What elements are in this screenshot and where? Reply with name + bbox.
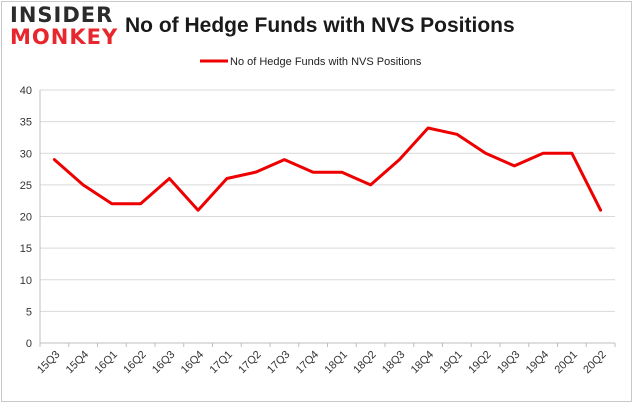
y-tick-label: 10 xyxy=(20,275,32,287)
series-group xyxy=(52,126,603,212)
x-tick-label: 15Q4 xyxy=(64,349,92,377)
x-axis-ticks: 15Q3 15Q4 16Q1 16Q2 16Q3 16Q4 17Q1 17Q2 17Q3 17Q4… xyxy=(35,343,616,377)
y-tick-label: 35 xyxy=(20,117,32,129)
y-tick-label: 40 xyxy=(20,85,32,97)
y-tick-label: 15 xyxy=(20,243,32,255)
x-tick-label: 17Q3 xyxy=(265,349,293,377)
x-tick-label: 15Q3 xyxy=(35,349,63,377)
x-tick-label: 18Q1 xyxy=(322,349,350,377)
y-tick-label: 0 xyxy=(26,338,32,350)
x-tick-label: 17Q2 xyxy=(236,349,264,377)
x-tick-label: 18Q2 xyxy=(351,349,379,377)
series-line xyxy=(52,126,603,212)
y-tick-label: 30 xyxy=(20,148,32,160)
logo-line-1: INSIDER xyxy=(10,3,114,27)
x-tick-label: 19Q3 xyxy=(495,349,523,377)
x-tick-label: 18Q4 xyxy=(409,349,437,377)
gridlines xyxy=(40,89,615,312)
x-tick-label: 18Q3 xyxy=(380,349,408,377)
x-tick-label: 19Q2 xyxy=(466,349,494,377)
legend: No of Hedge Funds with NVS Positions xyxy=(200,56,422,68)
x-tick-label: 16Q1 xyxy=(92,349,120,377)
chart-title: No of Hedge Funds with NVS Positions xyxy=(125,14,515,37)
x-tick-label: 16Q4 xyxy=(179,349,207,377)
y-tick-label: 20 xyxy=(20,212,32,224)
insider-monkey-logo: INSIDER MONKEY xyxy=(10,4,122,48)
legend-label: No of Hedge Funds with NVS Positions xyxy=(230,56,422,68)
x-tick-label: 19Q1 xyxy=(437,349,465,377)
x-tick-label: 16Q2 xyxy=(121,349,149,377)
x-tick-label: 17Q4 xyxy=(294,349,322,377)
x-tick-label: 20Q1 xyxy=(552,349,580,377)
y-tick-label: 5 xyxy=(26,306,32,318)
y-tick-label: 25 xyxy=(20,180,32,192)
logo-line-2: MONKEY xyxy=(10,25,119,49)
y-axis-ticks: 0 5 10 15 20 25 30 35 40 xyxy=(20,85,32,350)
x-tick-label: 20Q2 xyxy=(581,349,609,377)
x-tick-label: 19Q4 xyxy=(524,349,552,377)
x-tick-label: 16Q3 xyxy=(150,349,178,377)
x-tick-label: 17Q1 xyxy=(207,349,235,377)
